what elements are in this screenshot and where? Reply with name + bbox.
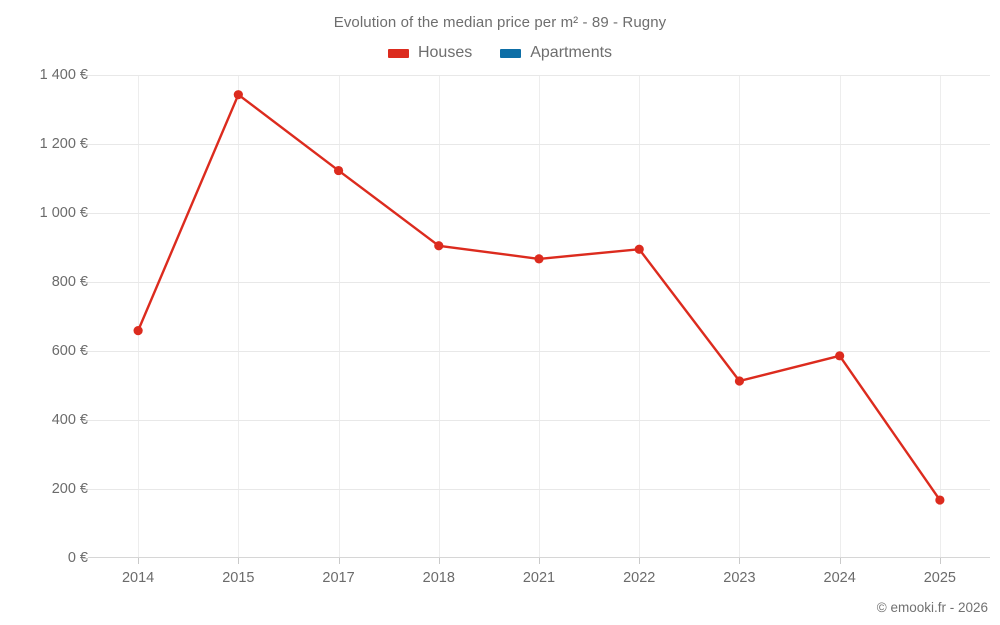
grid-line-horizontal	[88, 144, 990, 145]
grid-line-vertical	[539, 75, 540, 558]
y-axis: 0 € 200 € 400 € 600 € 800 € 1 000 € 1 200 € 1 4…	[0, 67, 88, 566]
x-tick-label: 2018	[422, 570, 455, 586]
x-axis: 2014 2015 2017 2018 2021 2022 2023 2024 2025	[88, 558, 990, 588]
series-houses	[133, 90, 945, 505]
grid-line-vertical	[739, 75, 741, 558]
x-tick-mark	[939, 558, 941, 564]
legend-swatch-apartments	[500, 48, 522, 58]
grid-line-vertical	[338, 75, 340, 558]
grid-line-vertical	[939, 75, 941, 558]
y-tick-label: 0 €	[67, 550, 88, 566]
x-tick-label: 2014	[121, 570, 155, 586]
data-point-marker[interactable]	[835, 351, 845, 361]
y-tick-label: 400 €	[51, 412, 88, 428]
grid-line-vertical	[138, 75, 140, 558]
legend-label-houses: Houses	[417, 44, 473, 61]
grid-line-horizontal	[88, 351, 990, 352]
grid-line-vertical	[238, 75, 240, 558]
y-tick-mark	[82, 75, 88, 76]
x-tick-mark	[539, 558, 540, 564]
x-tick-label: 2024	[823, 570, 856, 586]
grid-line-vertical	[639, 75, 641, 558]
grid-line-vertical	[438, 75, 440, 558]
plot-area	[88, 75, 990, 558]
chart-legend: Houses Apartments	[0, 44, 1000, 62]
data-point-marker[interactable]	[534, 254, 544, 264]
legend-item-houses[interactable]: Houses	[387, 44, 473, 62]
legend-label-apartments: Apartments	[530, 44, 613, 61]
grid-line-horizontal	[88, 213, 990, 214]
x-tick-label: 2021	[522, 570, 556, 586]
x-tick-label: 2025	[923, 570, 957, 586]
x-tick-mark	[739, 558, 741, 564]
y-tick-label: 1 000 €	[39, 205, 88, 221]
data-point-marker[interactable]	[634, 244, 644, 254]
chart-title: Evolution of the median price per m² - 8…	[333, 14, 667, 31]
x-tick-label: 2023	[723, 570, 756, 586]
series-line	[136, 93, 942, 502]
data-point-marker[interactable]	[133, 326, 143, 336]
y-tick-label: 1 200 €	[39, 136, 88, 152]
data-point-marker[interactable]	[935, 495, 945, 505]
y-tick-label: 600 €	[51, 343, 88, 359]
y-tick-mark	[82, 213, 88, 214]
y-tick-mark	[82, 489, 88, 490]
data-point-marker[interactable]	[233, 90, 243, 100]
data-point-marker[interactable]	[333, 165, 344, 176]
grid-line-horizontal	[88, 75, 990, 76]
y-tick-mark	[82, 282, 88, 283]
copyright-credit: © emooki.fr - 2026	[876, 600, 988, 615]
grid-line-horizontal	[88, 420, 990, 421]
x-tick-mark	[639, 558, 641, 564]
grid-line-horizontal	[88, 282, 990, 283]
data-point-marker[interactable]	[434, 241, 444, 251]
y-tick-label: 800 €	[51, 274, 88, 290]
x-tick-mark	[438, 558, 440, 564]
x-tick-mark	[338, 558, 340, 564]
x-tick-label: 2022	[623, 570, 656, 586]
y-tick-label: 1 400 €	[39, 67, 88, 83]
x-tick-mark	[238, 558, 240, 564]
x-axis-baseline	[88, 557, 990, 558]
legend-swatch-houses	[387, 48, 409, 58]
data-point-marker[interactable]	[734, 376, 745, 386]
x-tick-mark	[839, 558, 841, 564]
y-tick-mark	[82, 558, 88, 559]
x-tick-label: 2017	[322, 570, 355, 586]
y-tick-mark	[82, 144, 88, 145]
y-tick-mark	[82, 351, 88, 352]
y-tick-mark	[82, 420, 88, 421]
grid-line-horizontal	[88, 489, 990, 490]
grid-line-vertical	[839, 75, 841, 558]
y-tick-label: 200 €	[51, 481, 88, 497]
x-tick-label: 2015	[222, 570, 255, 586]
x-tick-mark	[138, 558, 140, 564]
series-layer	[133, 90, 945, 505]
legend-item-apartments[interactable]: Apartments	[500, 44, 612, 62]
